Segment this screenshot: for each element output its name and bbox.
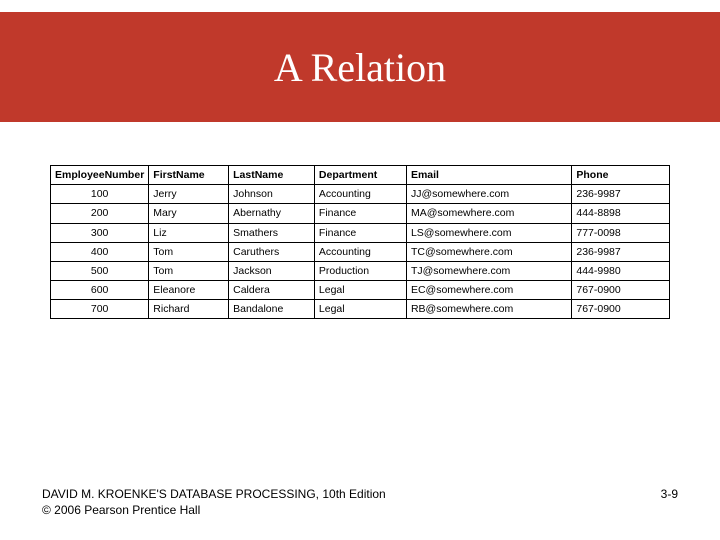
cell: 400 <box>51 242 149 261</box>
footer-line2: © 2006 Pearson Prentice Hall <box>42 502 386 518</box>
table-row: 200 Mary Abernathy Finance MA@somewhere.… <box>51 204 670 223</box>
cell: Smathers <box>229 223 315 242</box>
cell: Eleanore <box>149 281 229 300</box>
table-row: 500 Tom Jackson Production TJ@somewhere.… <box>51 261 670 280</box>
cell: Jerry <box>149 185 229 204</box>
cell: Richard <box>149 300 229 319</box>
cell: Bandalone <box>229 300 315 319</box>
cell: 236-9987 <box>572 242 670 261</box>
cell: 767-0900 <box>572 281 670 300</box>
cell: 600 <box>51 281 149 300</box>
cell: LS@somewhere.com <box>406 223 571 242</box>
table-body: 100 Jerry Johnson Accounting JJ@somewher… <box>51 185 670 319</box>
relation-table: EmployeeNumber FirstName LastName Depart… <box>50 165 670 319</box>
slide-title: A Relation <box>274 44 446 91</box>
cell: 300 <box>51 223 149 242</box>
cell: TJ@somewhere.com <box>406 261 571 280</box>
col-header: Email <box>406 166 571 185</box>
cell: Johnson <box>229 185 315 204</box>
cell: 236-9987 <box>572 185 670 204</box>
cell: Jackson <box>229 261 315 280</box>
footer-attribution: DAVID M. KROENKE'S DATABASE PROCESSING, … <box>42 486 386 518</box>
cell: EC@somewhere.com <box>406 281 571 300</box>
slide: A Relation EmployeeNumber FirstName Last… <box>0 0 720 540</box>
table-row: 400 Tom Caruthers Accounting TC@somewher… <box>51 242 670 261</box>
cell: 444-8898 <box>572 204 670 223</box>
cell: Caruthers <box>229 242 315 261</box>
cell: Production <box>314 261 406 280</box>
cell: Finance <box>314 223 406 242</box>
cell: Legal <box>314 300 406 319</box>
col-header: EmployeeNumber <box>51 166 149 185</box>
page-number: 3-9 <box>661 486 678 502</box>
table-row: 100 Jerry Johnson Accounting JJ@somewher… <box>51 185 670 204</box>
cell: RB@somewhere.com <box>406 300 571 319</box>
cell: Legal <box>314 281 406 300</box>
cell: Accounting <box>314 242 406 261</box>
cell: 100 <box>51 185 149 204</box>
cell: JJ@somewhere.com <box>406 185 571 204</box>
cell: Liz <box>149 223 229 242</box>
footer-line1: DAVID M. KROENKE'S DATABASE PROCESSING, … <box>42 486 386 502</box>
col-header: FirstName <box>149 166 229 185</box>
cell: Accounting <box>314 185 406 204</box>
col-header: Department <box>314 166 406 185</box>
cell: 777-0098 <box>572 223 670 242</box>
col-header: Phone <box>572 166 670 185</box>
cell: Finance <box>314 204 406 223</box>
table-row: 600 Eleanore Caldera Legal EC@somewhere.… <box>51 281 670 300</box>
relation-table-container: EmployeeNumber FirstName LastName Depart… <box>50 165 670 319</box>
cell: 444-9980 <box>572 261 670 280</box>
cell: TC@somewhere.com <box>406 242 571 261</box>
table-row: 300 Liz Smathers Finance LS@somewhere.co… <box>51 223 670 242</box>
cell: 700 <box>51 300 149 319</box>
cell: Mary <box>149 204 229 223</box>
cell: 200 <box>51 204 149 223</box>
cell: Tom <box>149 242 229 261</box>
cell: 767-0900 <box>572 300 670 319</box>
slide-footer: DAVID M. KROENKE'S DATABASE PROCESSING, … <box>42 486 678 518</box>
cell: 500 <box>51 261 149 280</box>
cell: Tom <box>149 261 229 280</box>
table-row: 700 Richard Bandalone Legal RB@somewhere… <box>51 300 670 319</box>
cell: Caldera <box>229 281 315 300</box>
table-header-row: EmployeeNumber FirstName LastName Depart… <box>51 166 670 185</box>
cell: Abernathy <box>229 204 315 223</box>
col-header: LastName <box>229 166 315 185</box>
cell: MA@somewhere.com <box>406 204 571 223</box>
title-band: A Relation <box>0 12 720 122</box>
